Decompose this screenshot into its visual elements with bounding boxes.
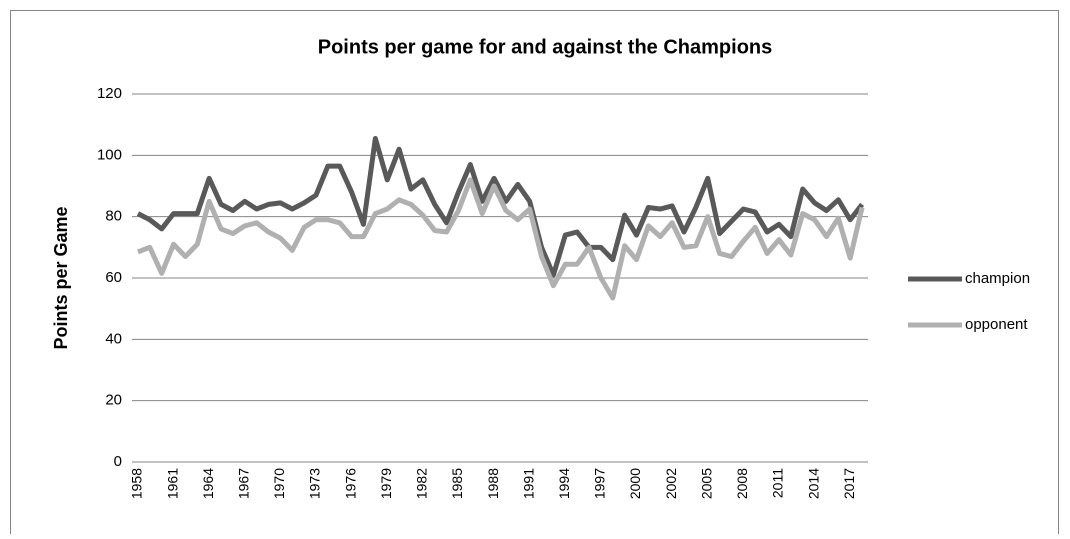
x-tick-label: 1985 xyxy=(449,468,465,499)
x-tick-label: 2005 xyxy=(698,468,714,499)
y-tick-label: 60 xyxy=(105,269,122,286)
y-tick-label: 0 xyxy=(114,453,122,470)
x-tick-label: 1970 xyxy=(271,468,287,499)
x-tick-label: 2017 xyxy=(841,468,857,499)
y-tick-label: 100 xyxy=(97,146,122,163)
x-tick-label: 1961 xyxy=(164,468,180,499)
chart-title: Points per game for and against the Cham… xyxy=(318,36,773,58)
y-tick-label: 80 xyxy=(105,208,122,225)
x-tick-label: 1994 xyxy=(556,468,572,499)
legend-label: champion xyxy=(965,270,1030,287)
chart-border xyxy=(10,10,1059,539)
x-tick-label: 1967 xyxy=(235,468,251,499)
x-tick-label: 1964 xyxy=(200,468,216,499)
x-tick-label: 1982 xyxy=(414,468,430,499)
x-tick-label: 1991 xyxy=(520,468,536,499)
x-tick-label: 1976 xyxy=(342,468,358,499)
x-tick-label: 2014 xyxy=(805,468,821,499)
legend-label: opponent xyxy=(965,316,1028,333)
series-line xyxy=(137,177,865,301)
series-line xyxy=(136,135,865,278)
y-axis-label: Points per Game xyxy=(51,206,71,349)
x-tick-label: 2002 xyxy=(663,468,679,499)
y-tick-label: 20 xyxy=(105,392,122,409)
x-tick-label: 2000 xyxy=(627,468,643,499)
y-tick-label: 40 xyxy=(105,330,122,347)
y-tick-label: 120 xyxy=(97,85,122,102)
x-tick-label: 1958 xyxy=(129,468,145,499)
x-tick-label: 1997 xyxy=(592,468,608,499)
x-tick-label: 2008 xyxy=(734,468,750,499)
x-tick-label: 1973 xyxy=(307,468,323,499)
x-tick-label: 1988 xyxy=(485,468,501,499)
x-tick-label: 2011 xyxy=(770,468,786,498)
x-tick-label: 1979 xyxy=(378,468,394,499)
